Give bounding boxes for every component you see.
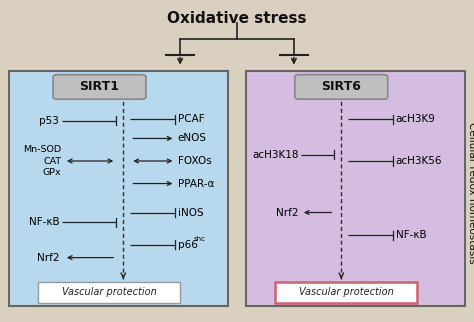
- Text: eNOS: eNOS: [178, 133, 207, 144]
- Text: p53: p53: [39, 116, 59, 126]
- FancyBboxPatch shape: [246, 71, 465, 306]
- Text: Vascular protection: Vascular protection: [62, 287, 156, 298]
- Text: Nrf2: Nrf2: [37, 252, 59, 263]
- Text: Mn-SOD: Mn-SOD: [24, 145, 62, 154]
- Text: NF-κB: NF-κB: [396, 230, 427, 240]
- Text: acH3K18: acH3K18: [252, 149, 299, 160]
- Text: SIRT6: SIRT6: [321, 80, 361, 93]
- Text: PPAR-α: PPAR-α: [178, 178, 214, 189]
- Text: NF-κB: NF-κB: [28, 217, 59, 227]
- Text: Vascular protection: Vascular protection: [299, 287, 393, 298]
- FancyBboxPatch shape: [295, 75, 388, 99]
- Text: p66: p66: [178, 240, 198, 250]
- Text: acH3K56: acH3K56: [396, 156, 442, 166]
- Text: FOXOs: FOXOs: [178, 156, 211, 166]
- Text: SIRT1: SIRT1: [80, 80, 119, 93]
- Text: Oxidative stress: Oxidative stress: [167, 11, 307, 26]
- Text: acH3K9: acH3K9: [396, 114, 436, 124]
- FancyBboxPatch shape: [53, 75, 146, 99]
- Text: CAT: CAT: [44, 156, 62, 166]
- FancyBboxPatch shape: [9, 71, 228, 306]
- Text: GPx: GPx: [43, 168, 62, 177]
- Text: iNOS: iNOS: [178, 207, 203, 218]
- Text: Cellular redox homeostasis: Cellular redox homeostasis: [466, 122, 474, 264]
- FancyBboxPatch shape: [38, 282, 180, 303]
- Text: Nrf2: Nrf2: [276, 207, 299, 218]
- Text: shc: shc: [193, 236, 205, 242]
- Text: PCAF: PCAF: [178, 114, 204, 124]
- FancyBboxPatch shape: [275, 282, 417, 303]
